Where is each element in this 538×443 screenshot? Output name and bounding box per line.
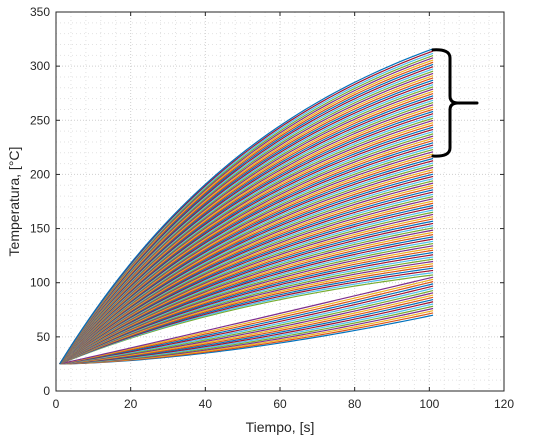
y-tick-label: 150 xyxy=(30,222,50,236)
series-line xyxy=(59,285,434,365)
y-tick-label: 200 xyxy=(30,167,50,181)
series-line xyxy=(59,281,434,365)
series-lines xyxy=(59,48,434,365)
series-line xyxy=(59,289,434,365)
x-tick-labels: 0 20 40 60 80 100 120 xyxy=(53,397,515,411)
series-line xyxy=(59,287,434,365)
series-line xyxy=(59,294,434,365)
x-tick-label: 0 xyxy=(53,397,60,411)
series-line xyxy=(59,298,434,365)
series-line xyxy=(59,276,434,365)
x-axis-label: Tiempo, [s] xyxy=(246,419,315,435)
y-axis-label: Temperatura, [°C] xyxy=(6,147,22,257)
x-tick-label: 40 xyxy=(199,397,213,411)
series-line xyxy=(59,301,434,365)
x-tick-label: 20 xyxy=(124,397,138,411)
series-line xyxy=(59,278,434,365)
y-tick-label: 100 xyxy=(30,276,50,290)
y-tick-label: 50 xyxy=(37,330,51,344)
x-tick-label: 80 xyxy=(348,397,362,411)
series-line xyxy=(59,296,434,365)
x-tick-label: 100 xyxy=(419,397,439,411)
y-tick-label: 300 xyxy=(30,59,50,73)
y-tick-label: 0 xyxy=(43,384,50,398)
series-line xyxy=(59,48,434,365)
series-line xyxy=(59,283,434,365)
series-line xyxy=(59,292,434,365)
x-tick-label: 120 xyxy=(494,397,514,411)
y-tick-labels: 0 50 100 150 200 250 300 350 xyxy=(30,5,50,398)
y-tick-label: 350 xyxy=(30,5,50,19)
y-tick-label: 250 xyxy=(30,113,50,127)
curly-brace-annotation xyxy=(431,48,479,158)
tick-marks xyxy=(55,11,505,392)
x-tick-label: 60 xyxy=(273,397,287,411)
